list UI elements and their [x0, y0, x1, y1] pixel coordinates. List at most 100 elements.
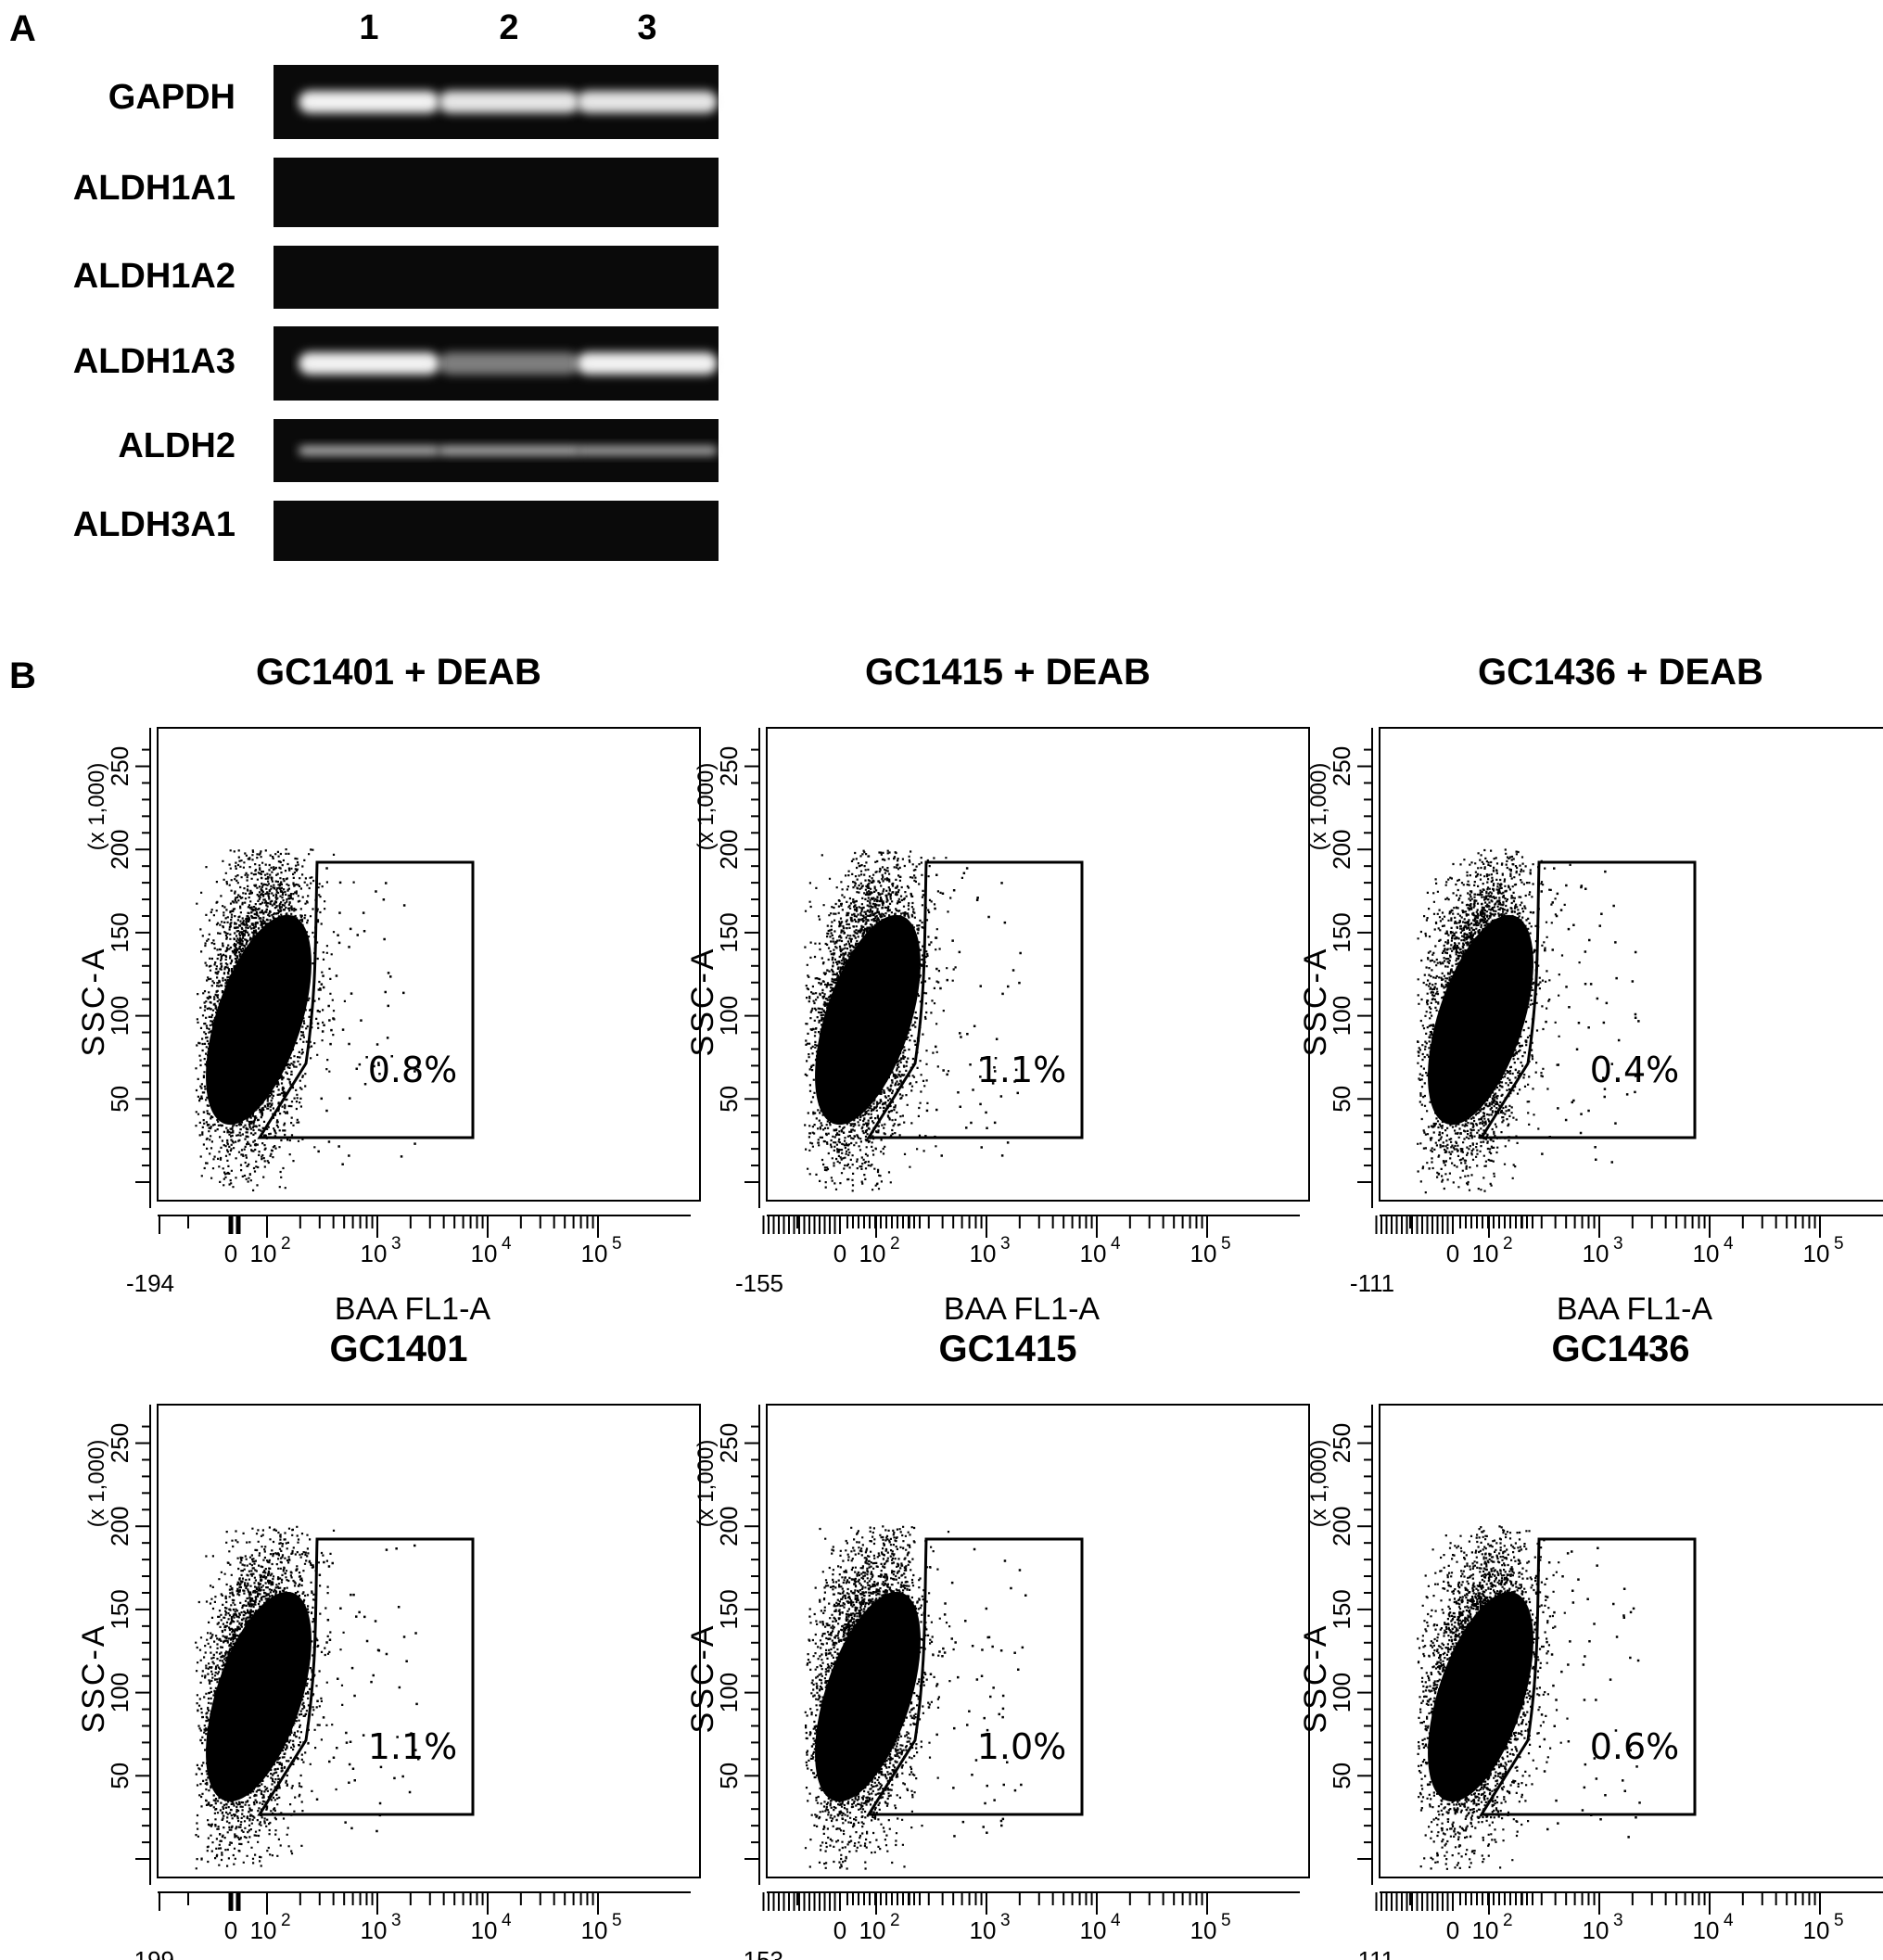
y-axis-label: SSC-A [685, 1623, 720, 1734]
y-axis-label: SSC-A [1298, 947, 1333, 1057]
y-axis-unit: (x 1,000) [693, 763, 719, 851]
gate-outline [1479, 860, 1697, 1139]
scatter-core [206, 1591, 312, 1802]
gel-row-gapdh: GAPDH [108, 65, 719, 139]
scatter-outliers [924, 867, 1022, 1157]
plot-frame [1379, 727, 1883, 1202]
x-tick-exponent: 5 [612, 1911, 622, 1930]
y-axis-label: SSC-A [1298, 1623, 1333, 1734]
y-axis-unit: (x 1,000) [1306, 1440, 1331, 1528]
y-tick-label: 200 [715, 830, 743, 870]
plot-frame [157, 727, 701, 1202]
gel-row-aldh3a1: ALDH3A1 [73, 501, 719, 561]
gel-band [577, 446, 718, 455]
x-min-label: -153 [735, 1946, 783, 1960]
x-min-label: -111 [1350, 1269, 1394, 1297]
y-tick-label: 150 [1328, 912, 1355, 952]
y-tick-label: 250 [1328, 1423, 1355, 1463]
y-tick-label: 50 [1328, 1763, 1355, 1789]
gel-strip [274, 158, 719, 227]
x-tick-exponent: 5 [1834, 1911, 1844, 1930]
x-tick-label: 10 [361, 1240, 388, 1267]
y-tick-label: 50 [106, 1086, 134, 1113]
plot-title: GC1415 + DEAB [865, 652, 1151, 693]
x-tick-exponent: 4 [1724, 1911, 1734, 1930]
gel-row-aldh1a2: ALDH1A2 [73, 246, 719, 309]
y-tick-label: 250 [715, 746, 743, 786]
x-tick-label: 0 [224, 1916, 237, 1944]
y-tick-label: 250 [106, 746, 134, 786]
gate-percent: 1.1% [977, 1050, 1067, 1090]
x-axis-label: BAA FL1-A [944, 1292, 1101, 1327]
x-tick-exponent: 4 [1111, 1911, 1121, 1930]
x-tick-exponent: 2 [281, 1911, 291, 1930]
gate-percent: 1.1% [368, 1726, 458, 1767]
x-tick-exponent: 2 [890, 1911, 900, 1930]
gel-row-aldh2: ALDH2 [118, 419, 719, 482]
x-tick-exponent: 4 [1724, 1234, 1734, 1254]
x-tick-label: 10 [1803, 1916, 1830, 1944]
x-tick-exponent: 2 [1503, 1234, 1513, 1254]
gel-row-aldh1a1: ALDH1A1 [73, 158, 719, 227]
x-tick-label: 10 [1080, 1916, 1107, 1944]
gel-band [439, 352, 579, 375]
plot-frame [766, 727, 1310, 1202]
y-axis-label: SSC-A [685, 947, 720, 1057]
panel-a-gel: A 1 2 3 GAPDH ALDH1A1 ALDH1A2 ALDH1A3 ALDH2 ALDH… [9, 8, 719, 561]
x-tick-label: 10 [970, 1916, 997, 1944]
gate-outline [257, 1537, 475, 1816]
x-tick-exponent: 5 [612, 1234, 622, 1254]
gel-strip [274, 501, 719, 561]
y-tick-label: 200 [1328, 1507, 1355, 1546]
y-axis-unit: (x 1,000) [693, 1440, 719, 1528]
plot-frame [1379, 1404, 1883, 1878]
x-min-label: -199 [126, 1946, 174, 1960]
panel-b-label: B [9, 655, 36, 696]
y-tick-label: 250 [715, 1423, 743, 1463]
plot-title: GC1436 + DEAB [1478, 652, 1763, 693]
y-tick-label: 100 [715, 996, 743, 1036]
x-tick-exponent: 5 [1221, 1911, 1231, 1930]
y-tick-label: 100 [715, 1673, 743, 1712]
y-tick-label: 50 [715, 1086, 743, 1113]
gate-percent: 0.6% [1590, 1726, 1680, 1767]
x-tick-label: 10 [1472, 1240, 1499, 1267]
y-tick-label: 200 [106, 830, 134, 870]
x-tick-label: 10 [859, 1916, 886, 1944]
x-tick-label: 10 [1472, 1916, 1499, 1944]
x-tick-label: 0 [1446, 1916, 1459, 1944]
x-tick-label: 10 [581, 1916, 608, 1944]
plot-title: GC1401 + DEAB [256, 652, 541, 693]
x-tick-label: 10 [250, 1916, 277, 1944]
x-min-label: -155 [735, 1269, 783, 1297]
x-tick-exponent: 2 [281, 1234, 291, 1254]
x-tick-exponent: 2 [890, 1234, 900, 1254]
x-tick-label: 10 [471, 1240, 498, 1267]
y-tick-label: 200 [106, 1507, 134, 1546]
y-tick-label: 150 [106, 1589, 134, 1629]
x-tick-exponent: 3 [1613, 1234, 1623, 1254]
gel-band [577, 352, 718, 375]
y-axis-label: SSC-A [76, 947, 111, 1057]
x-tick-label: 0 [833, 1240, 846, 1267]
lane-label: 1 [359, 8, 378, 47]
gate-percent: 0.8% [368, 1050, 458, 1090]
scatter-core [1428, 1591, 1533, 1802]
x-tick-label: 10 [361, 1916, 388, 1944]
gate-percent: 0.4% [1590, 1050, 1680, 1090]
plot-frame [157, 1404, 701, 1878]
x-min-label: -194 [126, 1269, 174, 1297]
gene-label: ALDH1A1 [73, 169, 235, 208]
gel-band [439, 446, 579, 455]
gate-outline [257, 860, 475, 1139]
gel-band [577, 91, 718, 113]
lane-label: 3 [637, 8, 656, 47]
scatter-outliers [316, 867, 420, 1165]
x-tick-exponent: 4 [1111, 1234, 1121, 1254]
x-tick-label: 0 [833, 1916, 846, 1944]
plot-title: GC1415 [939, 1329, 1077, 1369]
gene-label: ALDH2 [118, 426, 235, 465]
gate-outline [866, 1537, 1084, 1816]
